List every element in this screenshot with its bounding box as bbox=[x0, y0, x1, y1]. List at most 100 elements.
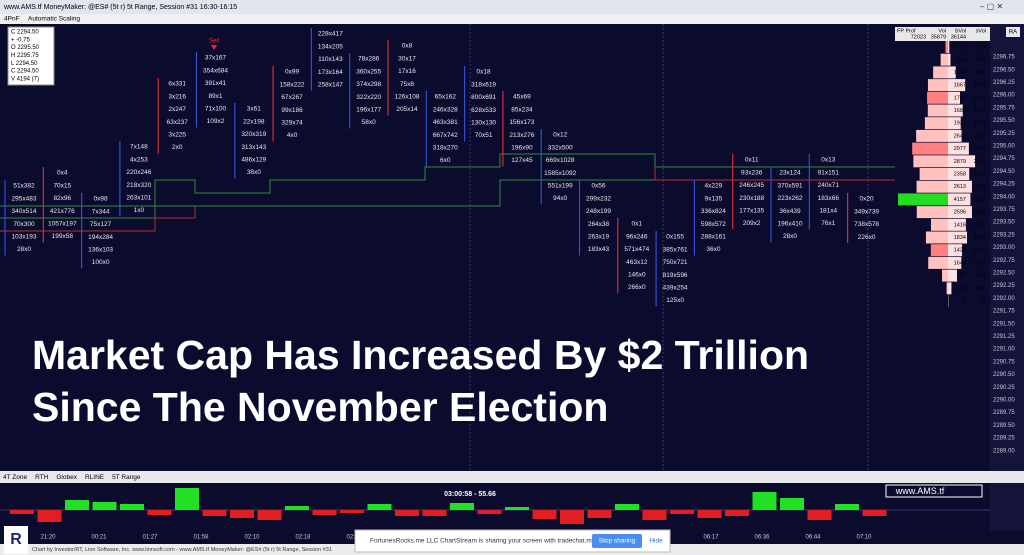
stop-sharing-label: Stop sharing bbox=[599, 538, 636, 545]
logo bbox=[4, 526, 28, 554]
window-title: www.AMS.tf MoneyMaker: @ES# (5t r) 5t Ra… bbox=[3, 4, 237, 11]
footprint-cell: 30x17 bbox=[398, 55, 416, 62]
profile-bar-side bbox=[948, 117, 961, 130]
profile-col: sVol bbox=[976, 28, 986, 34]
profile-value: 1680 bbox=[954, 108, 966, 114]
profile-value: 2171 bbox=[974, 146, 986, 152]
footprint-cell: 196x177 bbox=[356, 107, 381, 114]
price-axis bbox=[990, 24, 1024, 471]
footprint-cell: 196x90 bbox=[511, 145, 533, 152]
footprint-cell: 65x162 bbox=[435, 94, 457, 101]
histogram-bar bbox=[230, 510, 254, 518]
headline: Since The November Election bbox=[32, 384, 608, 430]
footprint-cell: 3x216 bbox=[168, 93, 186, 100]
footprint-cell: 127x45 bbox=[511, 157, 533, 164]
footprint-cell: 4x229 bbox=[705, 183, 723, 190]
tab[interactable]: RLINE bbox=[85, 474, 105, 481]
tab[interactable]: 4T Zone bbox=[3, 474, 27, 481]
footprint-cell: 1585x1092 bbox=[544, 170, 577, 177]
footprint-cell: 99x186 bbox=[281, 107, 303, 114]
ohlc-line: + -0.75 bbox=[11, 37, 31, 43]
toolbar-item[interactable]: 4PnF bbox=[4, 16, 20, 23]
stop-sharing-button[interactable] bbox=[592, 534, 642, 548]
price-label: 2292.25 bbox=[993, 283, 1015, 289]
profile-bar bbox=[916, 180, 948, 193]
profile-value: 1834 bbox=[954, 235, 966, 241]
profile-value: 2596 bbox=[954, 210, 966, 216]
profile-bar bbox=[930, 244, 948, 257]
footprint-cell: 1057x197 bbox=[48, 221, 77, 228]
histogram-bar bbox=[175, 488, 199, 510]
tab[interactable]: 5T Range bbox=[112, 474, 141, 481]
window-controls[interactable] bbox=[976, 2, 1022, 12]
footprint-cell: 391x41 bbox=[205, 80, 227, 87]
tab[interactable]: Globex bbox=[56, 474, 77, 481]
time-label: 02:10 bbox=[244, 535, 260, 541]
axis-button[interactable] bbox=[1006, 27, 1020, 37]
footprint-cell: 7x148 bbox=[130, 144, 148, 151]
footprint-cell: 146x0 bbox=[628, 272, 646, 279]
time-label: 02:41 bbox=[346, 535, 362, 541]
footprint-cell: 38x0 bbox=[247, 169, 261, 176]
profile-value: 2207 bbox=[974, 171, 986, 177]
footprint-cell: 37x167 bbox=[205, 55, 227, 62]
footprint-cell: 71x100 bbox=[205, 106, 227, 113]
profile-bar-side bbox=[948, 269, 957, 282]
sharing-text: FortunesRocks.me LLC ChartStream is shar… bbox=[370, 538, 597, 545]
profile-bar-side bbox=[948, 231, 968, 244]
footprint-cell: 0x13 bbox=[821, 157, 835, 164]
ohlc-line: C 2294.50 bbox=[11, 69, 39, 75]
profile-value: 1324 bbox=[974, 121, 986, 127]
histogram-bar bbox=[422, 510, 447, 516]
time-label: 06:17 bbox=[703, 535, 719, 541]
price-label: 2294.75 bbox=[993, 156, 1015, 162]
price-label: 2289.75 bbox=[993, 410, 1015, 416]
footprint-cell: 218x320 bbox=[126, 182, 151, 189]
profile-value: 1236 bbox=[954, 70, 966, 76]
hide-link[interactable]: Hide bbox=[649, 538, 663, 545]
footprint-cell: 226x0 bbox=[858, 234, 876, 241]
profile-value: 2814 bbox=[974, 159, 986, 165]
tab[interactable]: RTH bbox=[35, 474, 49, 481]
footprint-cell: 63x237 bbox=[167, 119, 189, 126]
profile-bar-side bbox=[948, 282, 952, 295]
watermark-box bbox=[885, 484, 983, 498]
price-label: 2292.75 bbox=[993, 258, 1015, 264]
signal-arrow bbox=[211, 45, 217, 50]
footprint-cell: 738x578 bbox=[854, 221, 879, 228]
profile-value: 2613 bbox=[954, 184, 966, 190]
profile-col: Vol bbox=[938, 28, 946, 34]
profile-value: 1862 bbox=[974, 222, 986, 228]
time-label: 06:44 bbox=[805, 535, 821, 541]
price-label: 2294.00 bbox=[993, 194, 1015, 200]
time-label: 21:20 bbox=[40, 535, 56, 541]
footprint-cell: 223x262 bbox=[778, 195, 803, 202]
footprint-cell: 313x143 bbox=[241, 144, 266, 151]
histogram-bar bbox=[120, 504, 144, 510]
toolbar-item[interactable]: Automatic Scaling bbox=[28, 16, 80, 23]
profile-bar bbox=[942, 269, 948, 282]
profile-bar-side bbox=[948, 218, 966, 231]
footprint-cell: 0x1 bbox=[632, 221, 643, 228]
footprint-cell: 800x691 bbox=[471, 94, 496, 101]
footprint-cell: 28x0 bbox=[17, 246, 31, 253]
histogram-bar bbox=[670, 510, 694, 514]
footprint-cell: 318x619 bbox=[471, 81, 496, 88]
ohlc-line: H 2295.75 bbox=[11, 53, 39, 59]
histogram-bar bbox=[505, 507, 529, 510]
profile-value: 4157 bbox=[954, 197, 966, 203]
histogram-bar bbox=[642, 510, 667, 520]
histogram-bar bbox=[367, 504, 392, 510]
ohlc-box bbox=[7, 26, 55, 86]
footprint-cell: 6x0 bbox=[440, 157, 451, 164]
profile-value: 2358 bbox=[954, 171, 966, 177]
footprint-cell: 17x16 bbox=[398, 68, 416, 75]
profile-value: 2649 bbox=[954, 133, 966, 139]
profile-value: 1382 bbox=[974, 260, 986, 266]
footprint-cell: 199x58 bbox=[52, 233, 74, 240]
footprint-cell: 4x253 bbox=[130, 156, 148, 163]
profile-bar-side bbox=[948, 129, 962, 142]
profile-value: 120 bbox=[957, 286, 966, 292]
histogram-bar bbox=[395, 510, 419, 516]
histogram-bar bbox=[587, 510, 612, 518]
